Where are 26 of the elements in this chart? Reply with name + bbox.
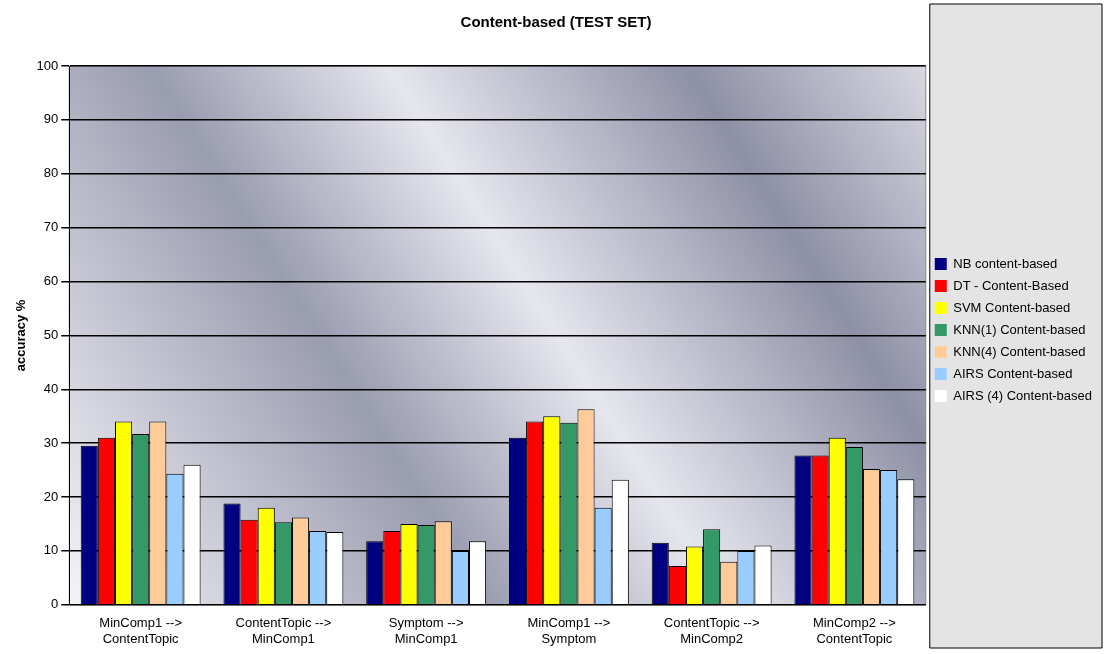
legend-label: AIRS Content-based [953,365,1073,381]
y-tick-label: 70 [43,219,59,235]
y-tick-label: 0 [51,596,59,612]
legend-label: DT - Content-Based [953,277,1069,293]
x-tick-label: MinComp1 --> Symptom [527,615,611,646]
legend-label: NB content-based [953,255,1058,271]
legend-label: SVM Content-based [953,299,1071,315]
chart-title: Content-based (TEST SET) [460,13,652,31]
legend-label: KNN(4) Content-based [953,343,1086,359]
x-tick-label: MinComp1 --> ContentTopic [99,615,183,646]
y-tick-label: 50 [43,326,59,342]
y-tick-label: 90 [43,111,59,127]
x-tick-label: Symptom --> MinComp1 [388,615,464,646]
x-tick-label: ContentTopic --> MinComp2 [663,615,760,646]
y-tick-label: 80 [43,165,59,181]
y-tick-label: 100 [36,57,59,73]
x-tick-label: ContentTopic --> MinComp1 [235,615,332,646]
x-tick-label: MinComp2 --> ContentTopic [813,615,896,646]
legend-label: AIRS (4) Content-based [953,387,1092,403]
y-axis-title: accuracy % [13,299,29,372]
legend-label: KNN(1) Content-based [953,321,1086,337]
y-tick-label: 30 [43,434,59,450]
y-tick-label: 60 [43,273,59,289]
y-tick-label: 40 [43,380,59,396]
y-tick-label: 20 [43,488,59,504]
y-tick-label: 10 [43,542,59,558]
